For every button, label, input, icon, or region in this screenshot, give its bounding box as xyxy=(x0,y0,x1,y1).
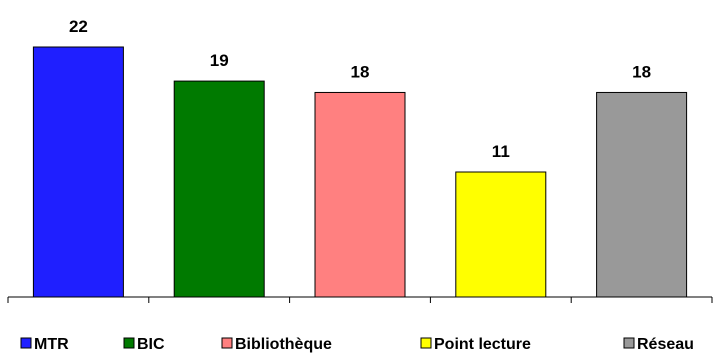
x-axis xyxy=(7,296,713,303)
legend-label: MTR xyxy=(34,336,69,353)
legend-label: Point lecture xyxy=(434,336,531,353)
legend-label: Bibliothèque xyxy=(235,336,332,353)
bar-point-lecture xyxy=(455,171,547,298)
bar-bic xyxy=(173,80,265,298)
legend-item-bibliotheque: Bibliothèque xyxy=(221,336,332,353)
data-label-bic: 19 xyxy=(210,51,229,70)
legend-item-reseau: Réseau xyxy=(623,336,694,353)
bar-mtr xyxy=(32,46,124,298)
legend: MTR BIC Bibliothèque Point lecture Réseau xyxy=(20,336,694,353)
data-label-mtr: 22 xyxy=(69,17,88,36)
data-label-point-lecture: 11 xyxy=(492,142,510,161)
legend-item-mtr: MTR xyxy=(20,336,69,353)
legend-swatch xyxy=(123,337,135,349)
legend-label: Réseau xyxy=(637,336,694,353)
legend-item-bic: BIC xyxy=(123,336,165,353)
data-label-reseau: 18 xyxy=(632,62,651,81)
legend-swatch xyxy=(20,337,32,349)
legend-swatch xyxy=(420,337,432,349)
data-label-bibliotheque: 18 xyxy=(351,62,370,81)
legend-swatch xyxy=(221,337,233,349)
legend-item-point-lecture: Point lecture xyxy=(420,336,531,353)
data-labels-layer: 22 19 18 11 18 xyxy=(69,17,651,161)
legend-label: BIC xyxy=(137,336,165,353)
bar-reseau xyxy=(596,91,688,298)
legend-swatch xyxy=(623,337,635,349)
bars-layer xyxy=(32,46,688,298)
bar-bibliotheque xyxy=(314,91,406,298)
